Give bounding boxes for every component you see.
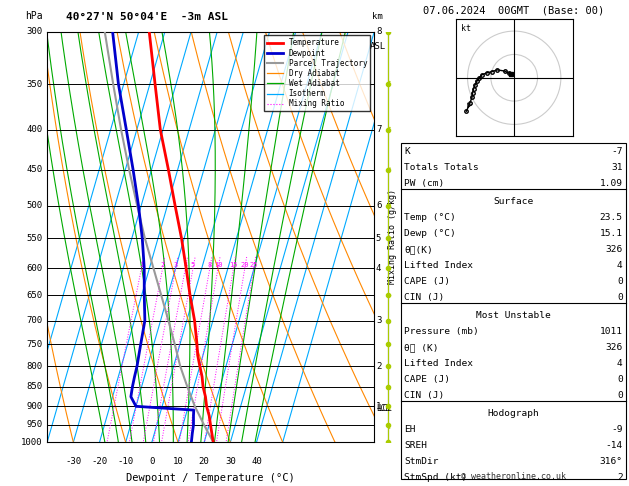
Text: 326: 326 — [606, 245, 623, 254]
Text: 4: 4 — [376, 263, 381, 273]
Text: 1000: 1000 — [21, 438, 42, 447]
Text: 800: 800 — [26, 362, 42, 371]
Text: PW (cm): PW (cm) — [404, 179, 445, 189]
Text: Mixing Ratio (g/kg): Mixing Ratio (g/kg) — [387, 190, 397, 284]
Text: CAPE (J): CAPE (J) — [404, 375, 450, 384]
Text: 5: 5 — [376, 234, 381, 243]
Text: Dewp (°C): Dewp (°C) — [404, 229, 456, 238]
Text: 950: 950 — [26, 420, 42, 429]
Text: 0: 0 — [617, 293, 623, 302]
Text: 40°27'N 50°04'E  -3m ASL: 40°27'N 50°04'E -3m ASL — [66, 12, 228, 22]
Text: 850: 850 — [26, 382, 42, 391]
Text: 15.1: 15.1 — [599, 229, 623, 238]
Text: -10: -10 — [118, 457, 134, 466]
Text: -14: -14 — [606, 441, 623, 450]
Text: Dewpoint / Temperature (°C): Dewpoint / Temperature (°C) — [126, 473, 295, 483]
Text: 0: 0 — [617, 277, 623, 286]
Text: 4: 4 — [617, 359, 623, 368]
Text: 3: 3 — [174, 262, 178, 268]
Text: 1: 1 — [140, 262, 143, 268]
Text: 5: 5 — [191, 262, 195, 268]
Text: 40: 40 — [251, 457, 262, 466]
Text: ASL: ASL — [369, 42, 386, 51]
Text: 1: 1 — [376, 402, 381, 411]
Text: 6: 6 — [376, 201, 381, 210]
Text: θᴄ (K): θᴄ (K) — [404, 343, 439, 352]
Text: 0: 0 — [149, 457, 155, 466]
Text: 900: 900 — [26, 402, 42, 411]
Text: LCL: LCL — [379, 404, 392, 413]
Legend: Temperature, Dewpoint, Parcel Trajectory, Dry Adiabat, Wet Adiabat, Isotherm, Mi: Temperature, Dewpoint, Parcel Trajectory… — [264, 35, 370, 111]
Text: 350: 350 — [26, 80, 42, 88]
Text: Most Unstable: Most Unstable — [476, 311, 551, 320]
Text: 31: 31 — [611, 163, 623, 173]
Text: 20: 20 — [240, 262, 249, 268]
Text: 0: 0 — [617, 391, 623, 400]
Text: 400: 400 — [26, 125, 42, 134]
Text: Temp (°C): Temp (°C) — [404, 213, 456, 222]
Text: -7: -7 — [611, 147, 623, 156]
Text: CIN (J): CIN (J) — [404, 391, 445, 400]
Text: 3: 3 — [376, 316, 381, 325]
Text: EH: EH — [404, 425, 416, 434]
Text: 4: 4 — [183, 262, 187, 268]
Text: K: K — [404, 147, 410, 156]
Text: hPa: hPa — [25, 11, 42, 21]
Text: 450: 450 — [26, 165, 42, 174]
Text: 20: 20 — [199, 457, 209, 466]
Text: 2: 2 — [376, 362, 381, 371]
Text: Surface: Surface — [494, 197, 533, 206]
Text: θᴄ(K): θᴄ(K) — [404, 245, 433, 254]
Text: 30: 30 — [225, 457, 236, 466]
Text: 316°: 316° — [599, 457, 623, 466]
Text: 07.06.2024  00GMT  (Base: 00): 07.06.2024 00GMT (Base: 00) — [423, 6, 604, 16]
Text: 15: 15 — [229, 262, 238, 268]
Text: 326: 326 — [606, 343, 623, 352]
Text: LCL: LCL — [376, 404, 390, 413]
Text: 2: 2 — [617, 473, 623, 482]
Text: 700: 700 — [26, 316, 42, 325]
Text: 0: 0 — [617, 375, 623, 384]
Text: 10: 10 — [214, 262, 222, 268]
Text: CAPE (J): CAPE (J) — [404, 277, 450, 286]
Text: -30: -30 — [65, 457, 81, 466]
Text: StmDir: StmDir — [404, 457, 439, 466]
Text: 750: 750 — [26, 340, 42, 348]
Text: 10: 10 — [172, 457, 184, 466]
Text: 25: 25 — [250, 262, 258, 268]
Text: 1011: 1011 — [599, 327, 623, 336]
Text: 7: 7 — [376, 125, 381, 134]
Text: Hodograph: Hodograph — [487, 409, 540, 417]
Text: 300: 300 — [26, 27, 42, 36]
Text: SREH: SREH — [404, 441, 428, 450]
Text: km: km — [372, 12, 383, 21]
Text: -20: -20 — [91, 457, 108, 466]
Text: kt: kt — [460, 24, 470, 33]
Text: © weatheronline.co.uk: © weatheronline.co.uk — [461, 472, 566, 481]
Text: Pressure (mb): Pressure (mb) — [404, 327, 479, 336]
Text: 8: 8 — [376, 27, 381, 36]
Text: StmSpd (kt): StmSpd (kt) — [404, 473, 468, 482]
Text: -9: -9 — [611, 425, 623, 434]
Text: 650: 650 — [26, 291, 42, 300]
Text: 500: 500 — [26, 201, 42, 210]
Text: 8: 8 — [208, 262, 212, 268]
Text: 1.09: 1.09 — [599, 179, 623, 189]
Text: CIN (J): CIN (J) — [404, 293, 445, 302]
Text: 550: 550 — [26, 234, 42, 243]
Text: Lifted Index: Lifted Index — [404, 261, 474, 270]
Text: 23.5: 23.5 — [599, 213, 623, 222]
Text: Totals Totals: Totals Totals — [404, 163, 479, 173]
Text: 600: 600 — [26, 263, 42, 273]
Text: 2: 2 — [160, 262, 165, 268]
Text: Lifted Index: Lifted Index — [404, 359, 474, 368]
Text: 4: 4 — [617, 261, 623, 270]
